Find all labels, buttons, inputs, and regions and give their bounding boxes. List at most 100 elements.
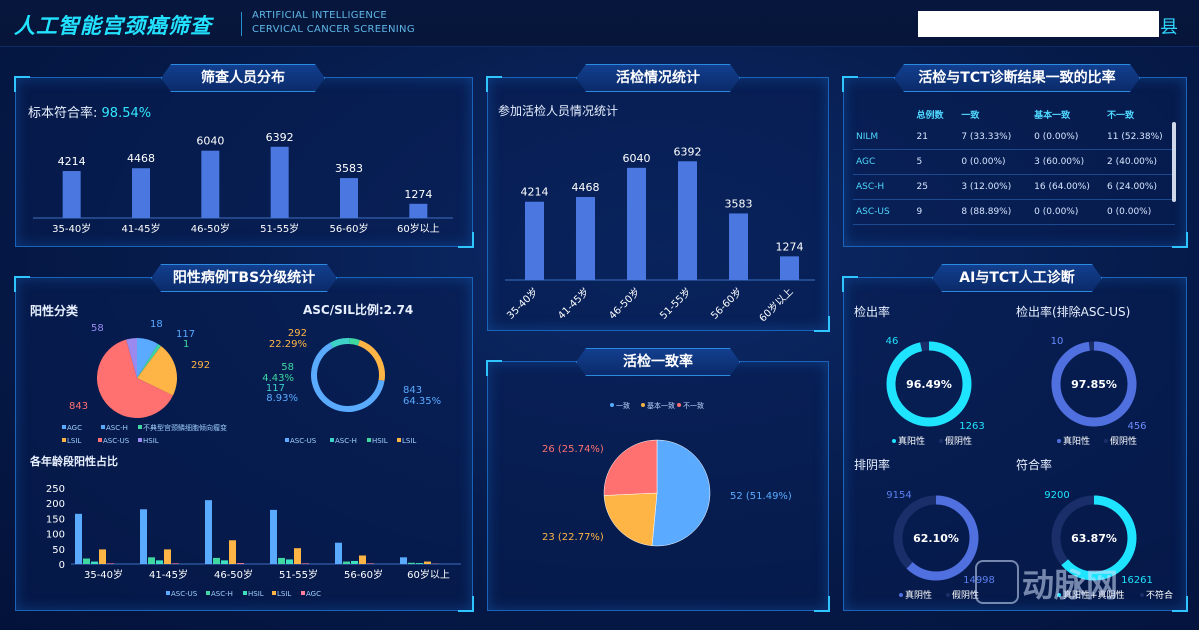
bar xyxy=(270,509,277,564)
legend-swatch xyxy=(677,403,681,407)
bar-value-label: 4214 xyxy=(521,186,549,199)
tct-header-cell: 不一致 xyxy=(1107,110,1135,121)
donut-label-asch: 117 xyxy=(266,383,285,394)
legend-swatch xyxy=(1057,593,1061,597)
legend-swatch xyxy=(610,403,614,407)
y-tick-label: 200 xyxy=(46,499,65,510)
legend-label: 假阴性 xyxy=(945,435,972,447)
donut-label-ascus: 843 xyxy=(403,385,422,396)
pie-slice xyxy=(137,345,177,396)
bar xyxy=(424,561,431,564)
legend-label: 基本一致 xyxy=(647,401,675,410)
donut-center-value: 97.85% xyxy=(1071,378,1117,391)
legend-swatch xyxy=(206,591,210,595)
bar xyxy=(172,563,179,564)
bar xyxy=(201,150,220,218)
legend-label: AGC xyxy=(67,424,82,432)
legend-swatch xyxy=(98,438,102,442)
title-divider xyxy=(241,12,242,36)
english-title-line1: ARTIFICIAL INTELLIGENCE xyxy=(252,10,388,21)
bar xyxy=(351,560,358,564)
sample-rate-value: 98.54% xyxy=(101,106,152,121)
donut-progress xyxy=(893,495,979,581)
legend-label: ASC-US xyxy=(103,437,130,445)
bar xyxy=(62,171,81,218)
pie-slice xyxy=(603,439,658,496)
donut-center-value: 63.87% xyxy=(1071,532,1117,545)
x-tick-label: 41-45岁 xyxy=(555,285,592,322)
donut-label-asch-pct: 8.93% xyxy=(266,393,298,404)
bar-value-label: 4468 xyxy=(572,181,600,194)
legend-label: ASC-US xyxy=(171,590,198,598)
donut-progress xyxy=(886,341,972,427)
asc-sil-ratio-title: ASC/SIL比例:2.74 xyxy=(303,303,414,317)
watermark-logo-icon xyxy=(975,560,1019,604)
bar-value-label: 4214 xyxy=(58,155,86,168)
bar xyxy=(148,557,155,564)
bar xyxy=(302,563,309,564)
agreement-panel-title: 活检与TCT诊断结果一致的比率 xyxy=(894,64,1140,92)
y-tick-label: 50 xyxy=(52,545,65,556)
donut-label-hsil: 58 xyxy=(281,362,294,373)
legend-label: ASC-H xyxy=(106,424,128,432)
pie-slice xyxy=(137,345,161,378)
bar xyxy=(294,548,301,564)
bar xyxy=(221,560,228,564)
tbs-panel-title: 阳性病例TBS分级统计 xyxy=(151,264,337,292)
negative-rate-title: 排阴率 xyxy=(854,458,891,472)
donut-label-ascus-pct: 64.35% xyxy=(403,396,441,407)
biopsy-panel-title: 活检情况统计 xyxy=(576,64,740,92)
x-tick-label: 46-50岁 xyxy=(191,222,230,235)
legend-swatch xyxy=(301,591,305,595)
donut-slice xyxy=(357,339,385,381)
y-tick-label: 150 xyxy=(46,514,65,525)
legend-swatch xyxy=(330,438,334,442)
y-tick-label: 250 xyxy=(46,484,65,495)
bar xyxy=(576,197,595,280)
detect-rate-title: 检出率 xyxy=(854,305,891,319)
county-suffix: 县 xyxy=(1160,17,1178,38)
legend-swatch xyxy=(285,438,289,442)
bar xyxy=(335,542,342,564)
x-tick-label: 56-60岁 xyxy=(344,568,383,581)
sample-rate-text: 标本符合率: xyxy=(28,106,98,121)
screening-panel xyxy=(14,76,474,248)
legend-label: 真阳性+真阴性 xyxy=(1063,589,1125,601)
legend-label: 假阴性 xyxy=(952,589,979,601)
x-tick-label: 41-45岁 xyxy=(121,222,160,235)
donut-center-value: 62.10% xyxy=(913,532,959,545)
table-scrollbar[interactable] xyxy=(1172,122,1176,202)
table-cell: 16 (64.00%) xyxy=(1031,174,1105,200)
positive-category-title: 阳性分类 xyxy=(30,304,79,318)
legend-swatch xyxy=(272,591,276,595)
table-cell: ASC-H xyxy=(853,174,914,200)
legend-swatch xyxy=(397,438,401,442)
legend-label: 真阳性 xyxy=(1063,435,1090,447)
legend-label: ASC-H xyxy=(335,437,357,445)
ai-panel-title: AI与TCT人工诊断 xyxy=(932,264,1102,292)
table-cell: AGC xyxy=(853,149,914,175)
tct-table: 总例数 一致 基本一致 不一致 NILM 21 7 (33.33%) 0 (0.00%… xyxy=(853,103,1175,225)
pie-slice xyxy=(126,338,137,378)
bar xyxy=(278,557,285,564)
tct-table-wrapper: 总例数 一致 基本一致 不一致 NILM 21 7 (33.33%) 0 (0.00%… xyxy=(853,103,1175,225)
consistency-pie-chart: 52 (51.49%) 23 (22.77%) 26 (25.74%) 一致 基本一致不… xyxy=(542,401,792,547)
x-tick-label: 51-55岁 xyxy=(657,285,694,322)
bar xyxy=(678,161,697,280)
bar-value-label: 1274 xyxy=(776,240,804,253)
legend-swatch xyxy=(1057,439,1061,443)
x-tick-label: 46-50岁 xyxy=(214,568,253,581)
table-cell: 21 xyxy=(913,125,959,150)
x-tick-label: 60岁以上 xyxy=(407,568,450,581)
tct-header-cell xyxy=(853,103,914,125)
bar xyxy=(270,146,289,218)
donut-label-hsil-pct: 4.43% xyxy=(262,373,294,384)
legend-label: AGC xyxy=(306,590,321,598)
pie-slice xyxy=(603,492,658,547)
x-tick-label: 60岁以上 xyxy=(397,222,440,235)
table-cell: ASC-US xyxy=(853,199,914,225)
legend-label: LSIL xyxy=(402,437,416,445)
tct-table-header: 总例数 一致 基本一致 不一致 xyxy=(853,103,1175,125)
legend-swatch xyxy=(1104,439,1108,443)
